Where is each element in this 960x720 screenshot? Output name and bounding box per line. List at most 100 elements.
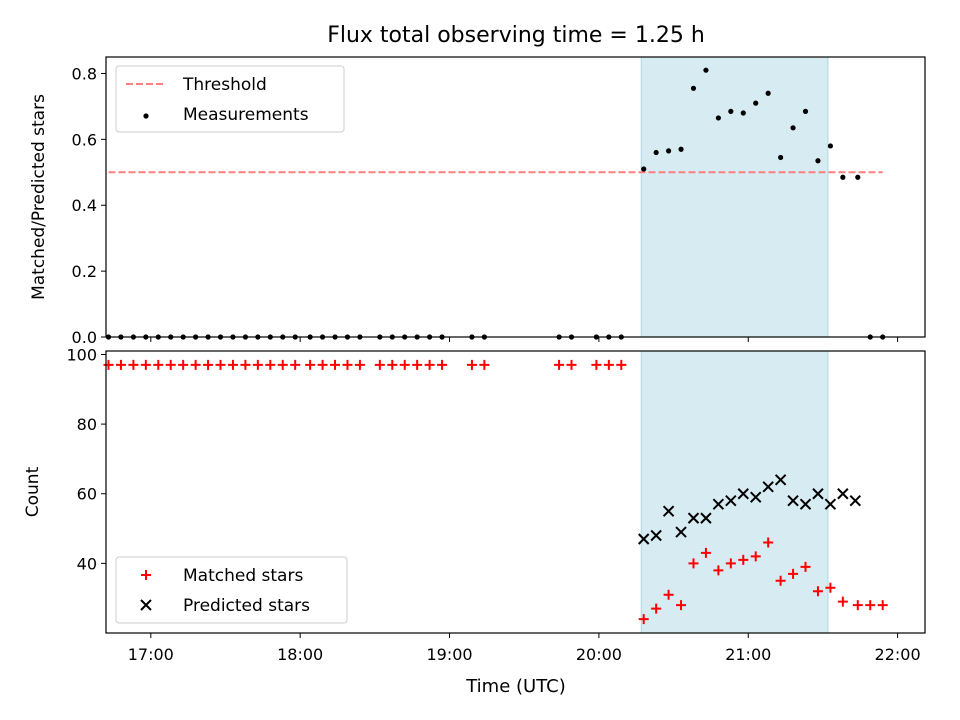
predicted-star-point	[675, 526, 687, 538]
x-tick-label: 19:00	[426, 645, 472, 664]
matched-star-point	[725, 558, 736, 569]
y-tick-label: 80	[77, 415, 97, 434]
matched-star-point	[812, 586, 823, 597]
measurement-point	[815, 158, 821, 164]
matched-star-point	[837, 596, 848, 607]
matched-star-point	[566, 359, 577, 370]
series-matched-stars	[103, 359, 888, 625]
legend: Matched stars Predicted stars	[115, 556, 348, 624]
matched-star-point	[252, 359, 263, 370]
matched-star-point	[788, 568, 799, 579]
matched-star-point	[700, 547, 711, 558]
predicted-star-point	[812, 488, 824, 500]
matched-star-point	[688, 558, 699, 569]
matched-star-point	[437, 359, 448, 370]
matched-star-point	[800, 561, 811, 572]
measurement-point	[728, 108, 734, 114]
matched-star-point	[115, 359, 126, 370]
axes-frame	[105, 56, 926, 338]
predicted-star-point	[837, 488, 849, 500]
measurement-point	[753, 100, 759, 106]
y-tick-label: 0.2	[72, 262, 97, 281]
matched-star-point	[466, 359, 477, 370]
matched-star-point	[265, 359, 276, 370]
matched-star-point	[554, 359, 565, 370]
legend-entry-label: Threshold	[182, 75, 267, 95]
predicted-star-point	[737, 488, 749, 500]
axes-frame	[105, 350, 926, 634]
measurement-point	[641, 166, 647, 172]
matched-star-point	[663, 589, 674, 600]
measurement-point	[765, 90, 771, 96]
y-tick-label: 40	[77, 554, 97, 573]
matched-star-point	[825, 582, 836, 593]
matched-star-point	[638, 614, 649, 625]
matched-star-point	[178, 359, 189, 370]
shaded-interval	[640, 350, 829, 634]
matched-star-point	[128, 359, 139, 370]
matched-star-point	[240, 359, 251, 370]
matched-star-point	[479, 359, 490, 370]
measurement-point	[678, 146, 684, 152]
measurement-point	[665, 148, 672, 154]
measurement-point	[690, 85, 697, 91]
top-panel: 0.0 0.2 0.4 0.6 0.8 Matched/Predicted stars Th…	[29, 56, 926, 347]
matched-star-point	[203, 359, 214, 370]
predicted-star-point	[712, 498, 725, 510]
matched-star-point	[775, 575, 786, 586]
matched-star-point	[227, 359, 238, 370]
legend-predicted-handle	[140, 599, 152, 611]
matched-star-point	[591, 359, 602, 370]
x-tick-label: 18:00	[277, 645, 323, 664]
matched-star-point	[165, 359, 176, 370]
matched-star-point	[374, 359, 385, 370]
y-tick-label: 60	[77, 485, 97, 504]
measurement-point	[653, 149, 659, 156]
predicted-star-point	[787, 494, 799, 507]
legend: Threshold Measurements	[115, 65, 345, 133]
matched-star-point	[399, 359, 410, 370]
predicted-star-point	[650, 529, 662, 542]
predicted-star-point	[762, 481, 774, 493]
y-tick-label: 100	[66, 345, 97, 364]
legend-box	[115, 65, 345, 133]
x-axis-label: Time (UTC)	[465, 676, 566, 697]
matched-star-point	[330, 359, 341, 370]
y-tick-label: 0.0	[72, 328, 97, 347]
matched-star-point	[342, 359, 353, 370]
x-tick-label: 20:00	[576, 645, 622, 664]
measurement-point	[790, 125, 796, 131]
legend-measurement-handle	[143, 113, 149, 119]
measurement-point	[855, 174, 861, 180]
y-tick-label: 0.8	[72, 64, 97, 83]
y-axis-label: Count	[23, 466, 43, 517]
measurement-point	[740, 110, 746, 116]
predicted-star-point	[824, 498, 837, 510]
measurement-point	[703, 67, 709, 73]
matched-star-point	[424, 359, 435, 370]
matched-star-point	[651, 603, 662, 614]
matched-star-point	[277, 359, 288, 370]
measurement-point	[778, 154, 784, 161]
shaded-interval	[640, 56, 829, 338]
matched-star-point	[412, 359, 423, 370]
y-tick-label: 0.4	[72, 196, 97, 215]
matched-star-point	[215, 359, 226, 370]
matched-star-point	[103, 359, 114, 370]
predicted-star-point	[725, 494, 737, 507]
predicted-star-point	[774, 474, 787, 486]
matched-star-point	[153, 359, 164, 370]
predicted-star-point	[799, 498, 812, 510]
matched-star-point	[750, 551, 761, 562]
predicted-star-point	[750, 491, 762, 503]
matched-star-point	[713, 565, 724, 576]
matched-star-point	[865, 600, 876, 611]
matched-star-point	[852, 600, 863, 611]
matched-star-point	[305, 359, 316, 370]
predicted-star-point	[849, 494, 862, 507]
legend-entry-label: Matched stars	[183, 566, 303, 586]
measurement-point	[827, 143, 834, 149]
matched-star-point	[387, 359, 398, 370]
predicted-star-point	[637, 533, 650, 545]
matched-star-point	[290, 359, 301, 370]
